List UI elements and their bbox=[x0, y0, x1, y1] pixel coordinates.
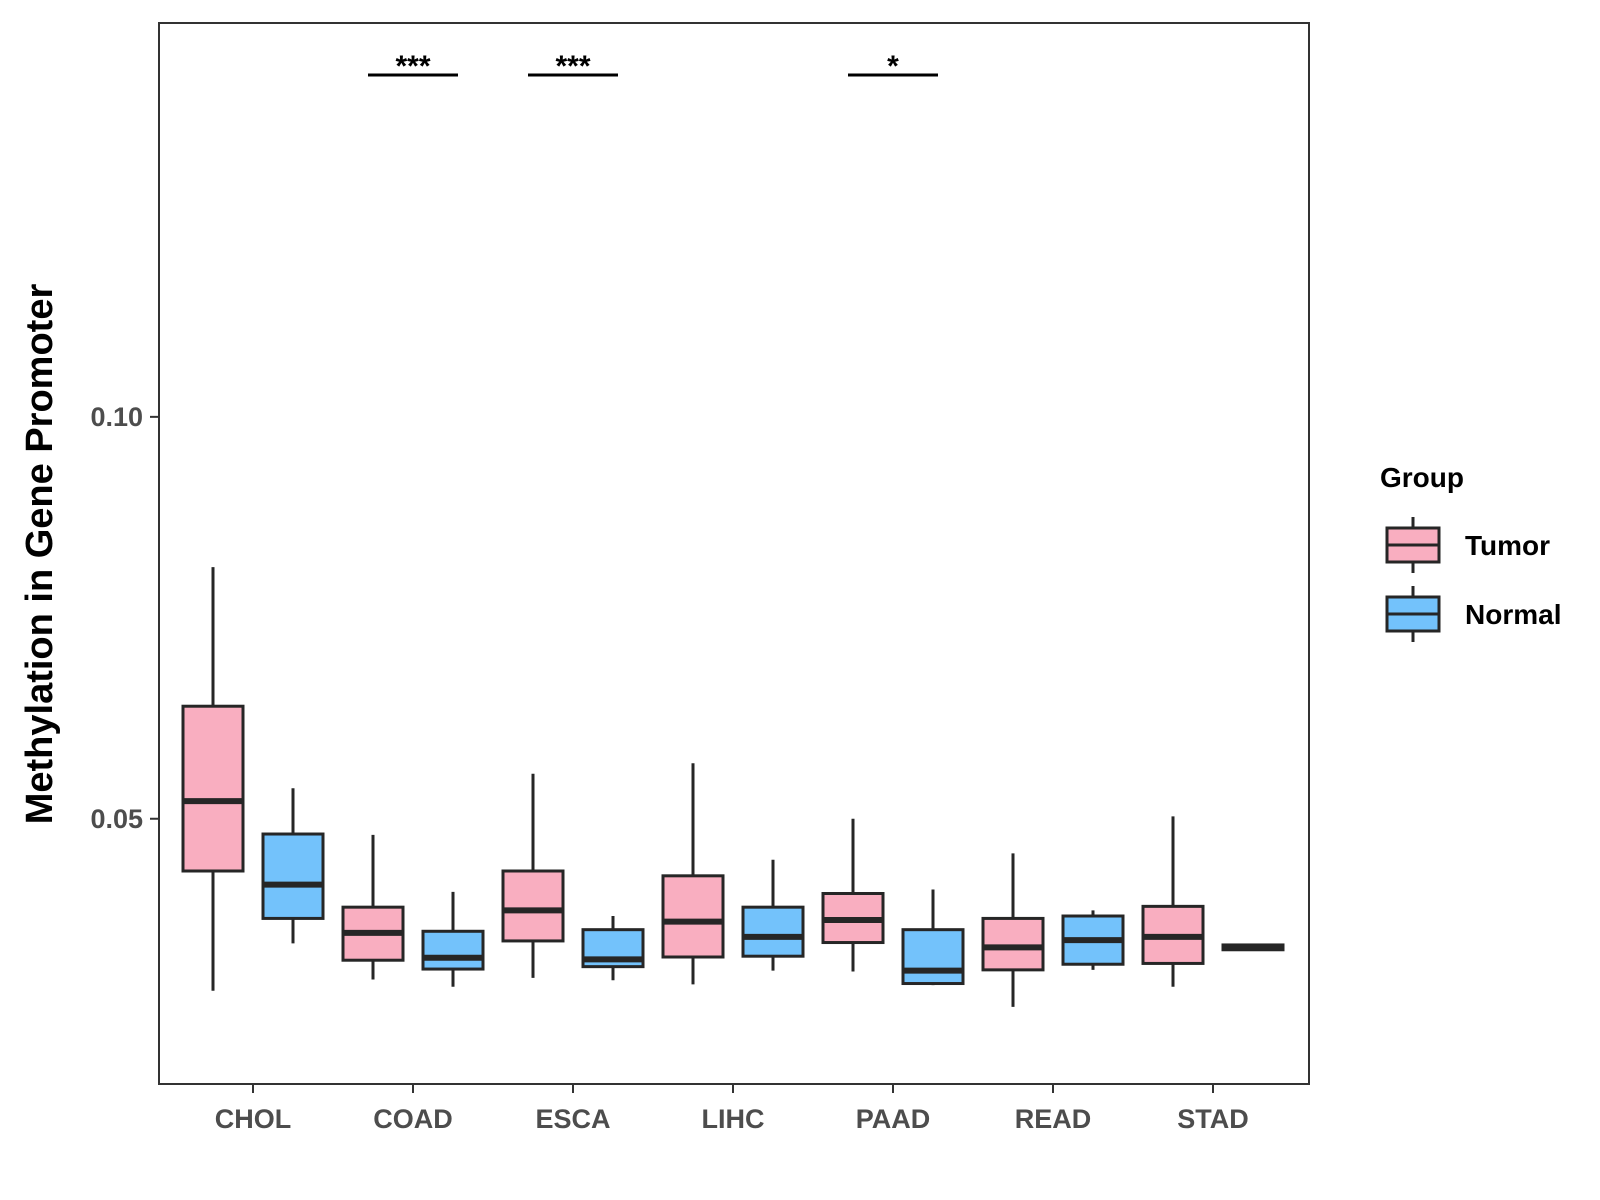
box-tumor-coad bbox=[341, 834, 405, 980]
x-tick-label: PAAD bbox=[856, 1104, 931, 1134]
box-normal-lihc bbox=[741, 859, 805, 971]
box-normal-read bbox=[1061, 910, 1125, 970]
box-body bbox=[421, 929, 485, 971]
x-axis: CHOL COAD ESCA LIHC PAAD READ STAD bbox=[215, 1084, 1249, 1134]
y-tick-label: 0.05 bbox=[90, 804, 143, 834]
y-tick-label: 0.10 bbox=[90, 402, 143, 432]
x-tick-label: STAD bbox=[1177, 1104, 1249, 1134]
box-tumor-stad bbox=[1141, 816, 1205, 987]
box-tumor-paad bbox=[821, 818, 885, 972]
box-body bbox=[181, 704, 245, 873]
significance-label: * bbox=[887, 50, 899, 83]
box-body bbox=[501, 869, 565, 943]
x-tick-label: READ bbox=[1015, 1104, 1092, 1134]
plot-panel bbox=[158, 22, 1310, 1085]
box-body bbox=[261, 832, 325, 920]
x-tick-label: COAD bbox=[373, 1104, 453, 1134]
y-axis-label: Methylation in Gene Promoter bbox=[19, 284, 61, 825]
legend-title: Group bbox=[1380, 462, 1464, 493]
significance-label: *** bbox=[395, 50, 430, 83]
legend-label: Normal bbox=[1465, 599, 1561, 630]
box-body bbox=[981, 916, 1045, 972]
box-tumor-esca bbox=[501, 773, 565, 978]
legend-item-tumor: Tumor bbox=[1385, 517, 1550, 573]
significance-label: *** bbox=[555, 50, 590, 83]
legend-label: Tumor bbox=[1465, 530, 1550, 561]
y-axis: 0.05 0.10 bbox=[90, 402, 159, 834]
x-tick-label: LIHC bbox=[702, 1104, 765, 1134]
box-body bbox=[661, 874, 725, 959]
legend: Group Tumor Normal bbox=[1380, 462, 1561, 642]
boxes bbox=[181, 567, 1285, 1007]
box-body bbox=[741, 905, 805, 958]
x-tick-label: CHOL bbox=[215, 1104, 292, 1134]
x-tick-label: ESCA bbox=[535, 1104, 610, 1134]
panel-border bbox=[158, 22, 1310, 1085]
box-body bbox=[901, 928, 965, 986]
box-normal-paad bbox=[901, 889, 965, 986]
box-tumor-lihc bbox=[661, 763, 725, 985]
box-normal-chol bbox=[261, 788, 325, 944]
box-normal-esca bbox=[581, 916, 645, 981]
significance-annotations: *** *** * bbox=[368, 50, 938, 83]
legend-item-normal: Normal bbox=[1385, 586, 1561, 642]
box-normal-stad bbox=[1221, 943, 1285, 952]
box-tumor-read bbox=[981, 853, 1045, 1007]
box-tumor-chol bbox=[181, 567, 245, 991]
box-normal-coad bbox=[421, 891, 485, 987]
